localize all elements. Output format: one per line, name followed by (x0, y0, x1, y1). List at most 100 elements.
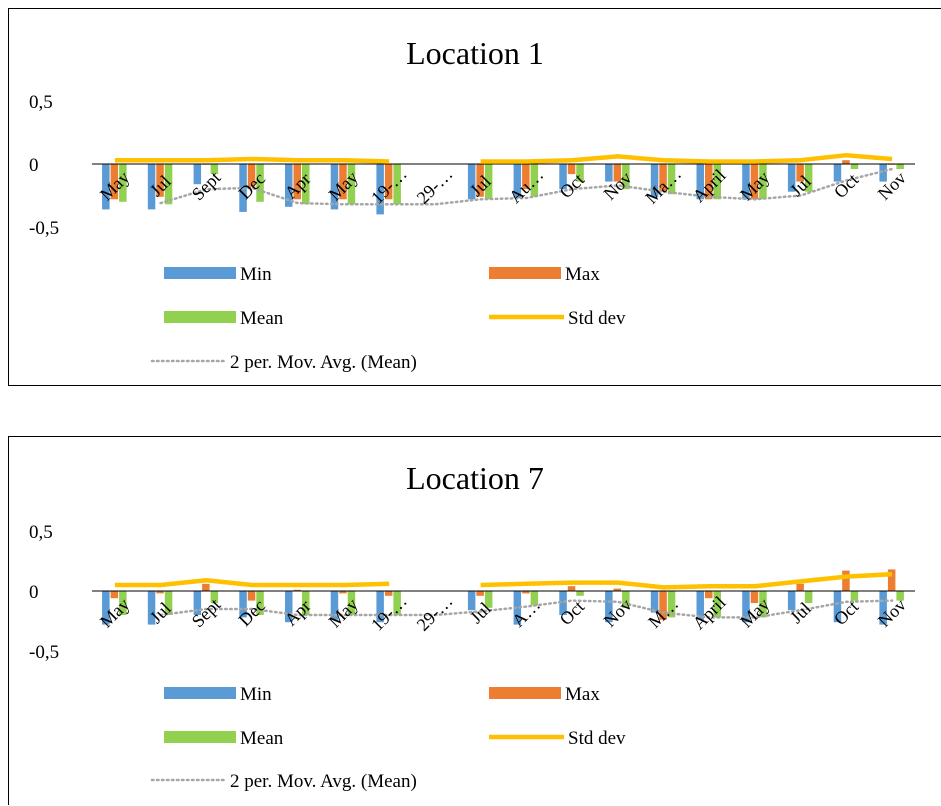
bar-mean (896, 164, 904, 169)
bar-min (285, 591, 293, 623)
bar-min (193, 591, 202, 615)
y-tick-label: 0 (29, 582, 39, 603)
x-tick-label: April (689, 592, 730, 633)
std-dev-line (480, 571, 893, 590)
bar-max (522, 591, 530, 594)
bar-mean (576, 591, 584, 596)
bar-mean (759, 591, 767, 618)
bar-mean (850, 591, 859, 601)
bar-mean (256, 164, 264, 202)
bar-max (476, 164, 484, 197)
bar-min (376, 164, 384, 215)
x-tick-label: Nov (874, 595, 910, 631)
bar-max (567, 586, 576, 591)
x-tick-label: May (736, 594, 773, 631)
bar-min (467, 164, 476, 200)
bar-max (659, 591, 667, 620)
x-tick-label: 19-… (367, 591, 411, 635)
bar-max (384, 164, 393, 200)
bar-max (476, 591, 484, 596)
legend-swatch (164, 731, 236, 743)
moving-average-line (159, 167, 894, 206)
legend-swatch (489, 267, 561, 279)
bar-min (605, 591, 613, 623)
bar-mean (347, 164, 356, 205)
bar-mean (804, 591, 813, 603)
legend-item-mean: Mean (164, 308, 284, 329)
legend-swatch (164, 267, 236, 279)
bar-mean (896, 591, 904, 601)
bar-min (742, 164, 750, 200)
chart-panel-location-1: Location 1 0,5 0 -0,5 May Jul Sept Dec Apr May 19-… (8, 8, 941, 386)
x-tick-label: Sept (188, 594, 225, 631)
bar-max (110, 591, 119, 599)
bar-mean (576, 164, 584, 182)
bar-mean (393, 164, 401, 205)
bar-min (285, 164, 293, 207)
bar-min (513, 591, 522, 625)
y-tick-label: 0 (29, 155, 39, 176)
bar-max (796, 583, 804, 591)
y-tick-label: -0,5 (29, 642, 59, 663)
bar-max (887, 569, 896, 591)
bar-max (705, 591, 713, 599)
bar-max (567, 164, 576, 175)
bar-min (330, 591, 339, 620)
bar-min (147, 591, 156, 625)
bar-min (193, 164, 202, 185)
bar-mean (667, 164, 676, 195)
legend-item-std-dev: Std dev (489, 308, 626, 329)
bar-min (102, 591, 110, 625)
bar-mean (119, 591, 127, 615)
legend-label: Std dev (568, 728, 626, 749)
legend-item-max: Max (489, 264, 600, 285)
chart-title: Location 1 (406, 35, 544, 71)
y-tick-label: 0,5 (29, 92, 53, 113)
x-tick-label: 19-… (367, 164, 411, 208)
bar-mean (484, 591, 493, 608)
bar-min (787, 164, 796, 192)
bar-min (696, 164, 704, 200)
legend-swatch (164, 311, 236, 323)
legend-label: 2 per. Mov. Avg. (Mean) (230, 352, 417, 373)
legend-item-mean: Mean (164, 728, 284, 749)
bar-min (833, 164, 842, 182)
x-tick-label: Nov (600, 168, 636, 204)
bar-max (659, 164, 667, 192)
bar-mean (530, 164, 539, 197)
legend-label: Mean (240, 308, 284, 329)
bar-mean (302, 591, 310, 615)
bar-max (202, 583, 210, 591)
legend-item-min: Min (164, 684, 272, 705)
bar-mean (667, 591, 676, 618)
bar-min (879, 591, 887, 625)
bar-max (293, 164, 301, 200)
chart-panel-location-7: Location 7 0,5 0 -0,5 May Jul Sept Dec Apr May 19-… (8, 436, 941, 805)
bar-mean (530, 591, 539, 606)
bar-mean (850, 164, 859, 169)
legend-item-2-per-mov-avg-mean-: 2 per. Mov. Avg. (Mean) (150, 352, 417, 373)
bar-min (102, 164, 110, 210)
legend-label: 2 per. Mov. Avg. (Mean) (230, 771, 417, 792)
bar-max (293, 589, 301, 591)
bar-min (147, 164, 156, 210)
y-tick-label: -0,5 (29, 218, 59, 239)
bar-mean (164, 591, 173, 615)
bar-mean (302, 164, 310, 205)
y-tick-label: 0,5 (29, 522, 53, 543)
bar-mean (622, 591, 630, 608)
bar-min (239, 591, 247, 618)
bar-max (613, 164, 622, 182)
bar-min (742, 591, 750, 623)
bar-max (796, 164, 804, 182)
x-tick-label: M… (644, 594, 682, 632)
legend-item-max: Max (489, 684, 600, 705)
bar-mean (256, 591, 264, 615)
bar-mean (484, 164, 493, 200)
x-tick-label: May (96, 167, 133, 204)
x-tick-label: 29-… (413, 164, 457, 208)
bar-max (613, 588, 622, 591)
bar-max (705, 164, 713, 200)
bar-mean (164, 164, 173, 205)
